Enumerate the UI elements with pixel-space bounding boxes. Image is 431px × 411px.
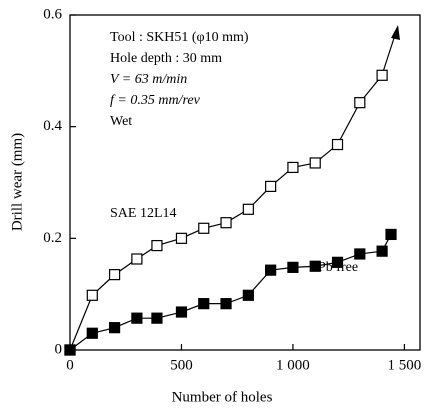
data-point (354, 97, 366, 109)
data-point (331, 138, 344, 151)
arrow (381, 25, 400, 76)
x-tick-label: 0 (66, 357, 74, 373)
data-point (175, 232, 188, 244)
data-point (242, 289, 254, 301)
data-point (265, 180, 277, 193)
y-tick-label: 0.2 (43, 230, 62, 246)
data-point (376, 69, 388, 81)
x-tick-label: 1 000 (276, 357, 310, 373)
data-point (376, 245, 388, 257)
data-point (385, 228, 397, 241)
data-point (220, 217, 232, 229)
x-axis-title: Number of holes (172, 389, 273, 405)
data-point (287, 261, 299, 273)
data-point (242, 203, 254, 215)
data-point (131, 312, 143, 324)
data-point (220, 298, 232, 310)
y-tick-label: 0 (55, 341, 63, 357)
annotation: Hole depth : 30 mm (110, 51, 222, 66)
x-tick-label: 1 500 (388, 357, 422, 373)
annotation: Tool : SKH51 (φ10 mm) (110, 30, 249, 45)
x-tick-label: 500 (170, 357, 193, 373)
data-point (86, 327, 98, 339)
data-point (108, 269, 121, 281)
y-axis-title: Drill wear (mm) (9, 133, 25, 231)
data-point (309, 157, 321, 169)
series-label: SAE 12L14 (110, 206, 177, 221)
data-point (108, 322, 121, 334)
data-point (265, 264, 277, 276)
data-point (64, 344, 76, 356)
data-point (175, 306, 188, 318)
data-point (287, 161, 299, 174)
data-point (151, 312, 163, 324)
data-point (331, 256, 344, 268)
data-point (354, 248, 366, 260)
annotation: V = 63 m/min (110, 72, 187, 87)
data-point (151, 239, 163, 252)
data-point (86, 289, 98, 301)
series-line (69, 234, 392, 351)
y-tick-label: 0.4 (43, 118, 62, 134)
data-point (198, 298, 210, 310)
annotation: Wet (110, 114, 132, 129)
data-point (309, 260, 321, 272)
data-point (198, 222, 210, 234)
plot-frame (69, 14, 421, 351)
y-tick-label: 0.6 (43, 6, 62, 22)
annotation: f = 0.35 mm/rev (110, 93, 201, 108)
data-point (131, 253, 143, 265)
